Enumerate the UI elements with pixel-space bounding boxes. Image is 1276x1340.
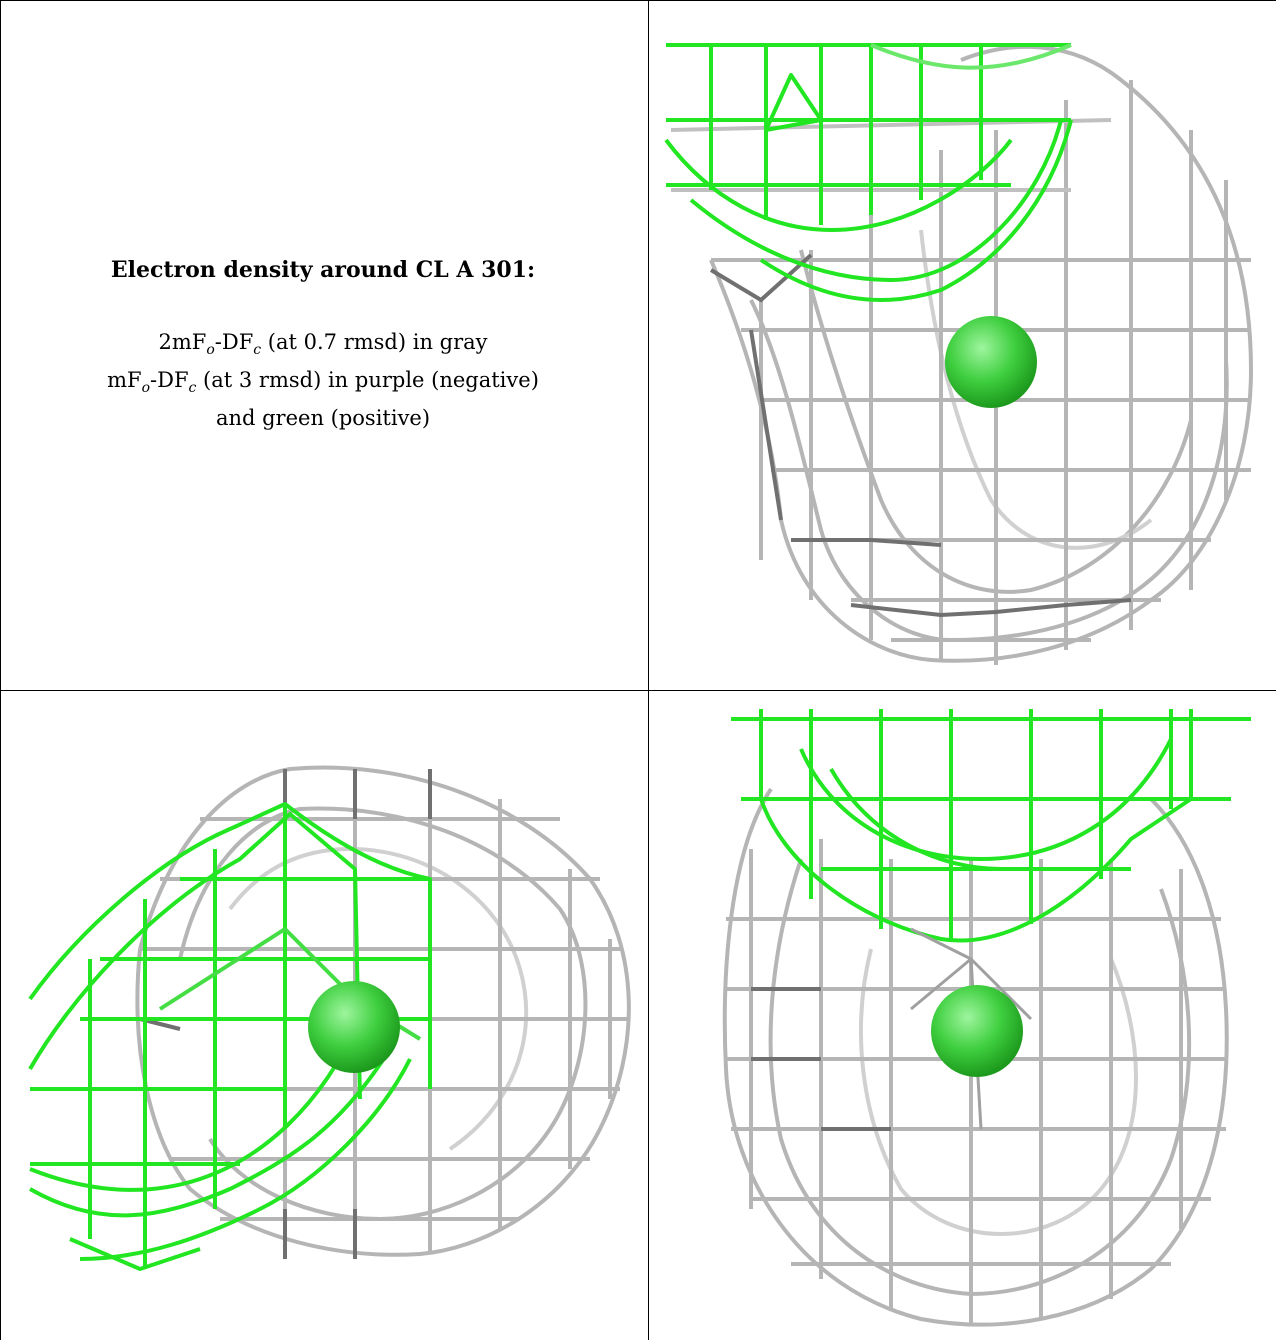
table-border-left <box>0 0 1 1340</box>
density-view-bottom-right <box>651 709 1276 1340</box>
map-color-note: and green (positive) <box>215 406 431 431</box>
table-border-top <box>0 0 1276 1</box>
table-border-center <box>648 0 649 1340</box>
caption-cell: Electron density around CL A 301: 2mFo-D… <box>0 0 646 690</box>
map-2fofc-description: 2mFo-DFc (at 0.7 rmsd) in gray <box>158 329 488 358</box>
table-border-middle <box>0 690 1276 691</box>
chloride-atom <box>308 981 400 1073</box>
density-view-bottom-left <box>0 709 646 1340</box>
map-fofc-description: mFo-DFc (at 3 rmsd) in purple (negative) <box>107 368 539 397</box>
figure-title: Electron density around CL A 301: <box>110 256 536 283</box>
density-view-top-right <box>651 0 1276 690</box>
chloride-atom <box>945 316 1037 408</box>
chloride-atom <box>931 985 1023 1077</box>
